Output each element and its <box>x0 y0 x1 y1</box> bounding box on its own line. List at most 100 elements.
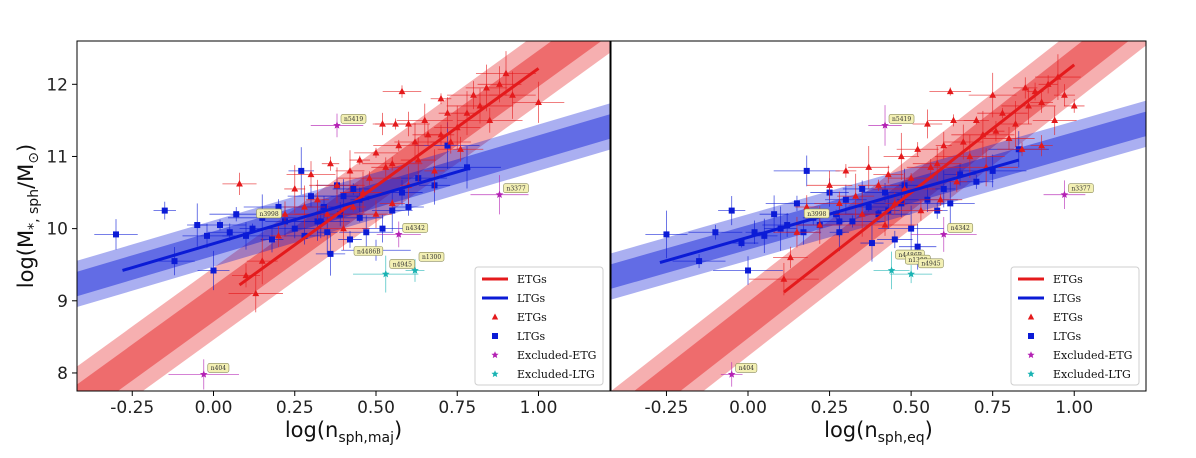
annotation-label: n4945 <box>921 261 940 268</box>
annotation-label: n3998 <box>260 211 279 218</box>
ltg-point <box>217 222 223 229</box>
excluded-ltg-point <box>887 266 896 274</box>
ltg-point <box>226 229 233 236</box>
etg-point <box>301 203 308 210</box>
annotation-label: n4945 <box>393 261 412 268</box>
annotation-label: n4342 <box>406 225 425 232</box>
ltg-point <box>803 167 810 174</box>
ltg-point <box>444 142 451 149</box>
ltg-point <box>793 200 800 207</box>
ltg-point <box>712 229 719 236</box>
etg-point <box>1038 98 1046 105</box>
etg-point <box>392 120 399 127</box>
ltg-point <box>113 231 119 238</box>
etg-point <box>917 206 925 214</box>
x-tick-label: 0.75 <box>438 398 476 418</box>
excluded-ltg-point <box>411 266 419 274</box>
ltg-point <box>389 207 396 214</box>
legend-star-swatch <box>1027 351 1035 359</box>
excluded-etg-point <box>881 121 889 129</box>
ltg-point <box>865 203 872 210</box>
legend-triangle-swatch <box>1027 313 1035 320</box>
axes-frame <box>610 40 1147 392</box>
etg-point <box>414 156 422 163</box>
etg-point <box>1070 102 1078 109</box>
etg-point <box>463 109 471 116</box>
etg-point <box>852 192 860 199</box>
etg-point <box>875 181 882 188</box>
annotation-box <box>402 223 429 233</box>
excluded-ltg-point <box>907 270 915 278</box>
etg-point <box>924 120 931 127</box>
ltg-point <box>317 218 324 225</box>
ltg-point <box>340 193 347 200</box>
etg-point <box>340 224 347 232</box>
legend-label: LTGs <box>1053 330 1082 343</box>
etg-point <box>1018 145 1026 152</box>
ltg-point <box>249 225 256 232</box>
etg-point <box>496 80 503 87</box>
x-tick-label: 0.00 <box>729 398 767 418</box>
ltg-point <box>275 203 282 210</box>
legend-label: ETGs <box>1053 311 1083 324</box>
x-tick-label: 0.75 <box>974 398 1012 418</box>
ltg-point <box>405 203 412 210</box>
ltg-point <box>761 232 768 239</box>
etg-point <box>509 91 516 98</box>
y-axis-label: log(M*, sph/M⊙) <box>14 144 42 288</box>
legend-triangle-swatch <box>491 313 499 320</box>
etg-point <box>366 174 373 181</box>
annotation-label: n5419 <box>344 116 363 123</box>
etg-point <box>1061 91 1068 98</box>
etg-point <box>787 253 794 261</box>
legend-label: ETGs <box>517 311 547 324</box>
etg-point <box>953 177 961 185</box>
ltg-point <box>291 225 298 232</box>
etg-point <box>379 120 386 127</box>
etg-point <box>291 185 299 192</box>
ltg-point <box>204 232 210 239</box>
etg-point <box>937 195 944 203</box>
etg-point <box>858 210 866 217</box>
ltg-point <box>842 196 849 203</box>
legend-label: LTGs <box>517 292 546 305</box>
annotation-label: n3377 <box>1071 186 1090 193</box>
ltg-point <box>957 171 964 178</box>
annotation-label: n3998 <box>807 211 826 218</box>
x-axis-label: log(nsph,eq) <box>824 418 933 446</box>
annotation-label: n404 <box>739 365 754 372</box>
legend-label: Excluded-ETG <box>517 349 596 362</box>
etg-point <box>281 210 289 217</box>
ltg-point <box>298 167 305 174</box>
ltg-point <box>914 243 921 250</box>
ltg-fit-line <box>122 166 471 272</box>
etg-point <box>1012 120 1019 127</box>
etg-point <box>1025 102 1032 109</box>
etg-fit-line <box>238 67 540 287</box>
annotation-box <box>803 208 830 219</box>
ltg-fit-line <box>659 158 1020 264</box>
etg-point <box>457 145 464 152</box>
etg-point <box>388 199 396 206</box>
etg-point <box>476 102 484 109</box>
etg-point <box>444 109 451 116</box>
etg-point <box>258 257 266 264</box>
etg-point <box>411 138 419 145</box>
legend-label: Excluded-LTG <box>1053 368 1131 381</box>
ltg-point <box>859 185 866 192</box>
etg-point <box>447 138 455 145</box>
etg-point <box>388 159 396 167</box>
y-tick-label: 8 <box>57 364 68 384</box>
etg-point <box>356 156 364 163</box>
etg-point <box>382 163 390 170</box>
y-tick-label: 11 <box>46 147 68 167</box>
ltg-point <box>301 232 308 239</box>
annotation-label: n4486B <box>357 248 381 255</box>
ltg-point <box>327 250 334 257</box>
etg-point <box>966 152 974 160</box>
etg-point <box>346 167 354 174</box>
etg-fit-line <box>782 63 1076 294</box>
etg-point <box>314 195 321 203</box>
ltg-point <box>882 189 889 196</box>
